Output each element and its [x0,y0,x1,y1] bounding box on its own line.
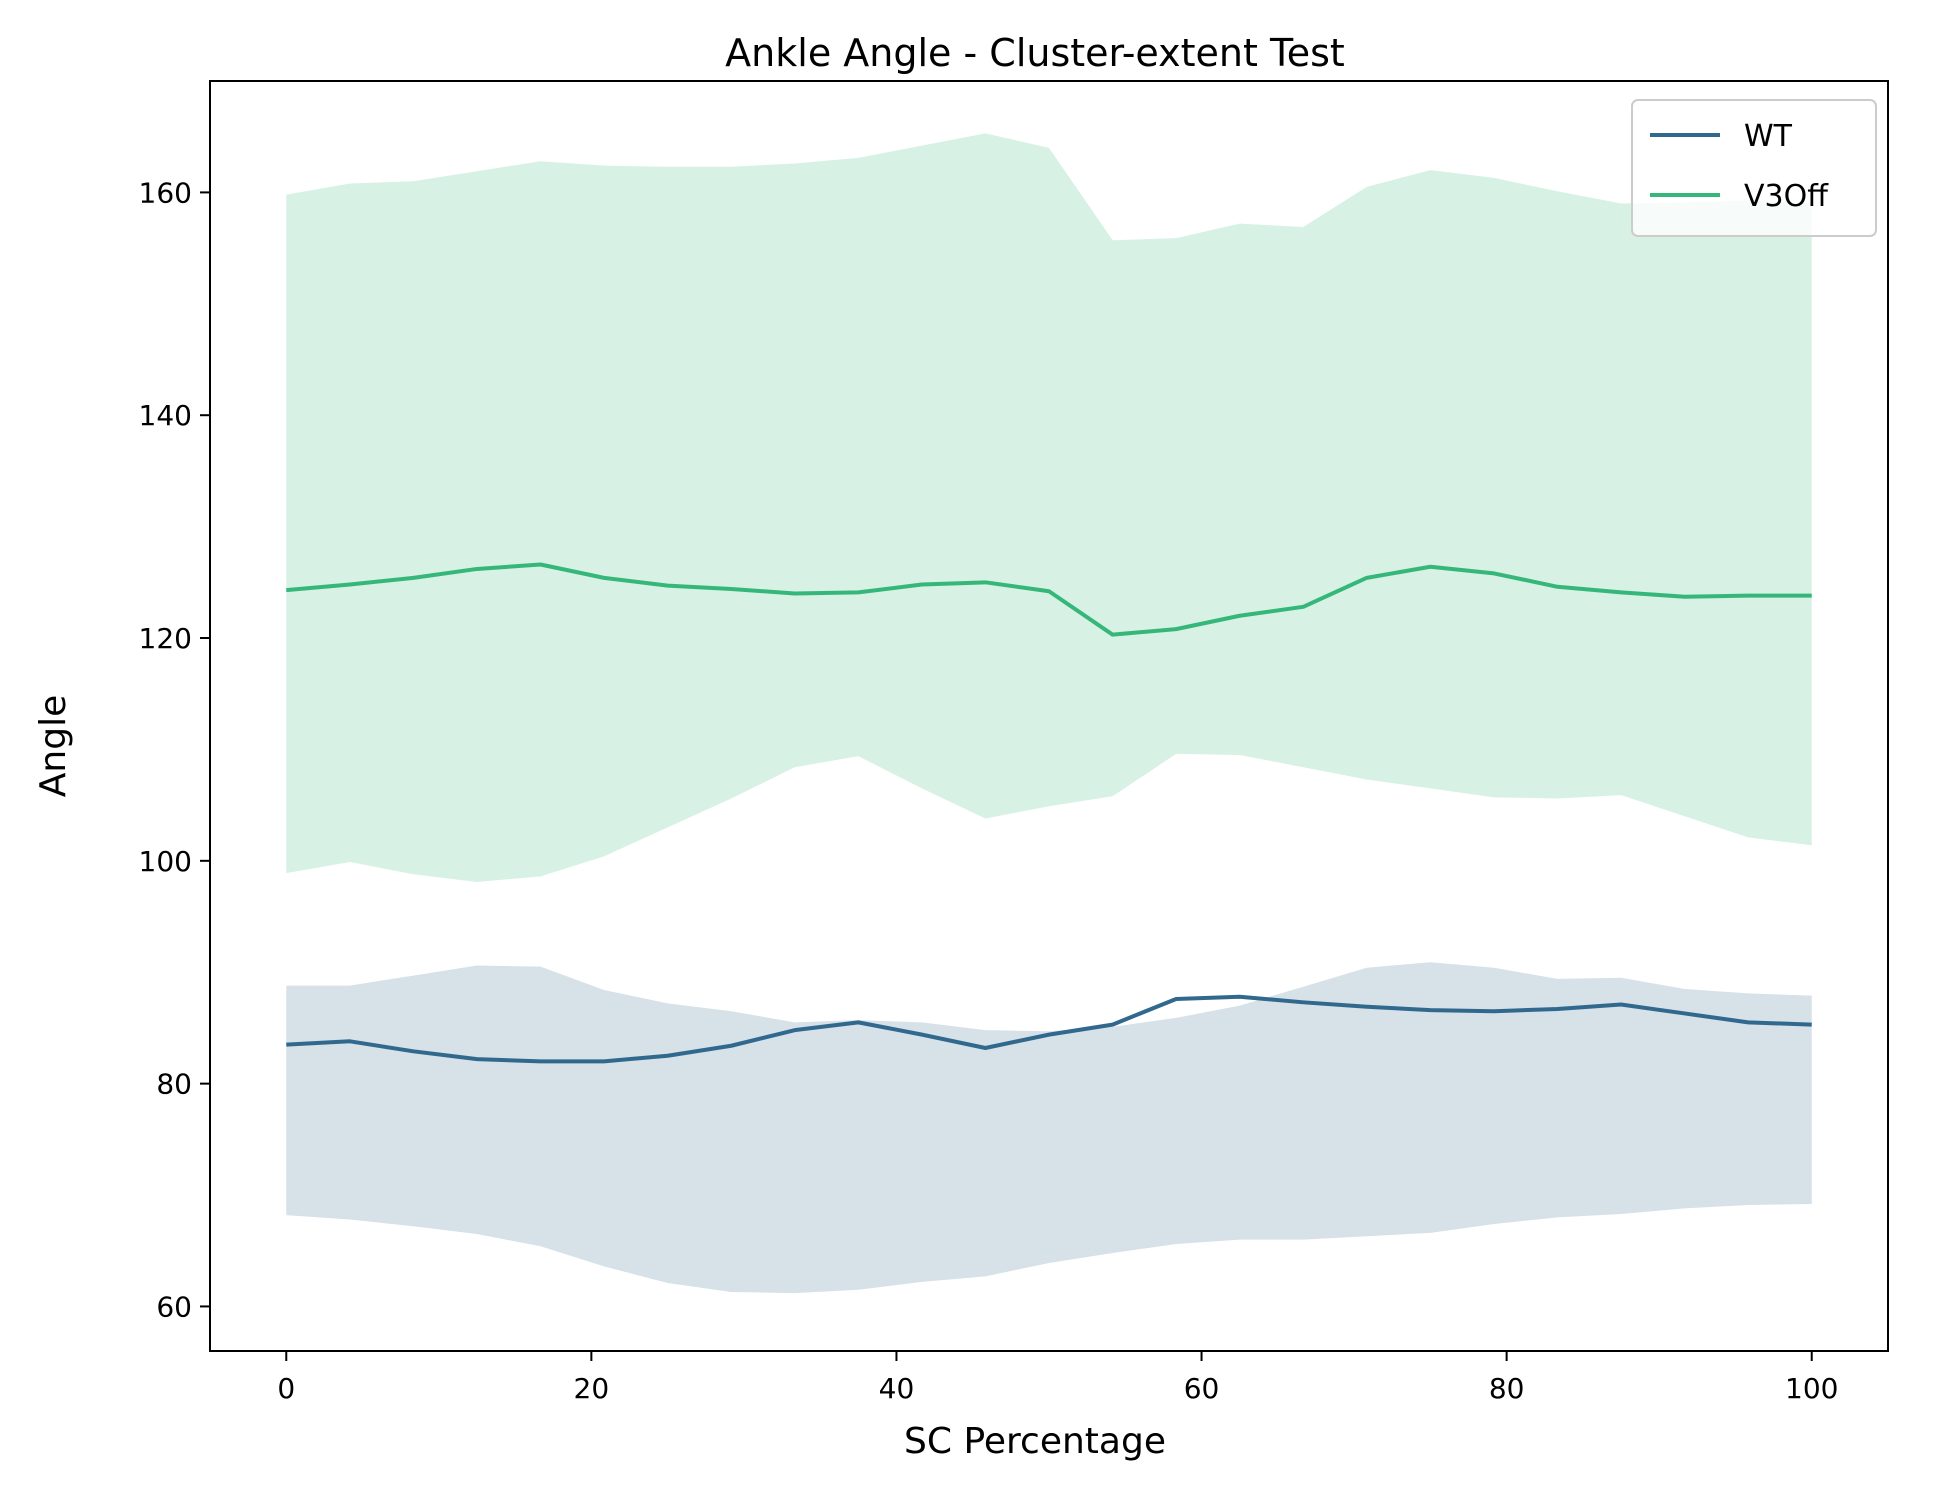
band-wt [286,962,1812,1294]
x-tick-label: 20 [574,1372,610,1405]
x-tick-label: 60 [1184,1372,1220,1405]
x-tick-label: 40 [879,1372,915,1405]
series-lines [286,562,1812,1064]
confidence-bands [286,133,1812,1294]
chart-title: Ankle Angle - Cluster-extent Test [725,31,1345,75]
y-tick-label: 160 [139,176,192,209]
band-v3off [286,133,1812,882]
legend: WT V3Off [1631,99,1877,237]
y-axis: 60 80 100 120 140 160 [139,176,210,1323]
y-tick-label: 80 [156,1068,192,1101]
y-axis-label: Angle [33,695,74,797]
y-tick-label: 140 [139,399,192,432]
x-tick-label: 80 [1489,1372,1525,1405]
line-wt [286,994,1812,1064]
legend-label-wt: WT [1744,119,1793,154]
y-tick-label: 60 [156,1290,192,1323]
y-tick-label: 100 [139,845,192,878]
legend-label-v3off: V3Off [1744,179,1829,214]
y-tick-label: 120 [139,622,192,655]
x-axis-label: SC Percentage [904,1421,1166,1462]
line-v3off [286,562,1812,637]
plot-frame [209,80,1889,1352]
x-axis: 0 20 40 60 80 100 [277,1351,1838,1405]
x-tick-label: 0 [277,1372,295,1405]
x-tick-label: 100 [1785,1372,1838,1405]
